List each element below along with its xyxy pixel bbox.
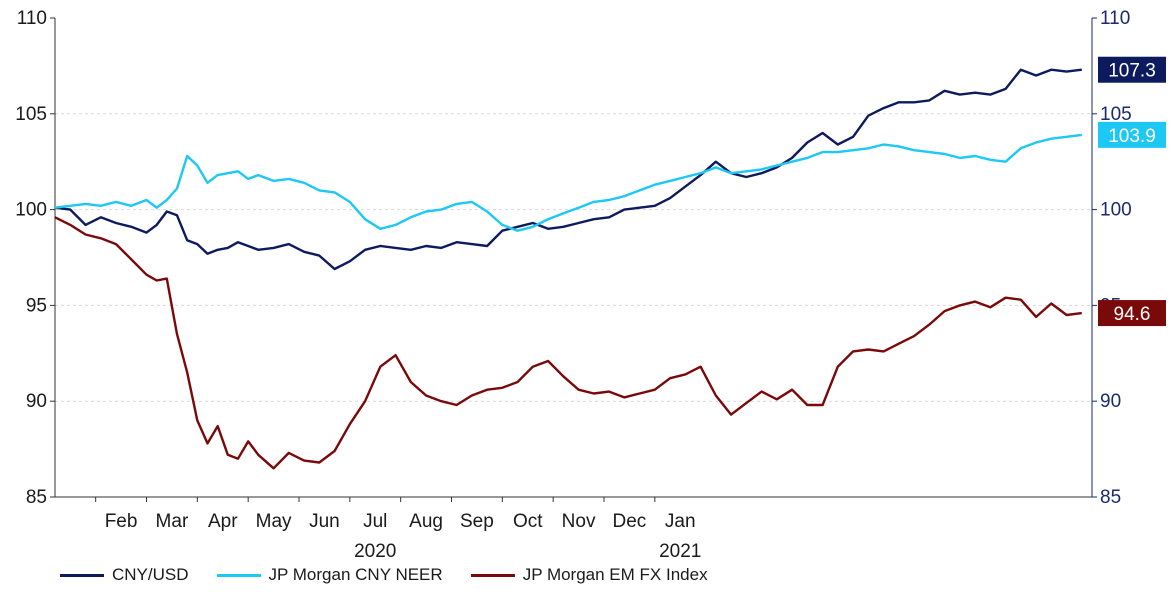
legend-item: JP Morgan EM FX Index bbox=[470, 565, 708, 585]
legend-swatch bbox=[60, 573, 104, 577]
legend-label: JP Morgan CNY NEER bbox=[268, 565, 443, 584]
x-tick-label: Mar bbox=[156, 511, 189, 532]
x-tick-label: Apr bbox=[208, 511, 238, 532]
legend-swatch bbox=[216, 573, 261, 577]
x-tick-label: Jun bbox=[309, 511, 340, 532]
x-tick-label: Jan bbox=[665, 511, 696, 532]
end-label-text: 107.3 bbox=[1108, 61, 1156, 82]
legend-swatch bbox=[470, 573, 515, 577]
left-tick-label: 95 bbox=[26, 295, 47, 316]
end-label-text: 94.6 bbox=[1114, 304, 1151, 325]
x-tick-label: Oct bbox=[513, 511, 543, 532]
x-tick-label: Sep bbox=[460, 511, 494, 532]
legend-item: CNY/USD bbox=[60, 565, 189, 585]
year-label: 2021 bbox=[659, 541, 701, 562]
end-label-box bbox=[1098, 121, 1166, 148]
end-label-box bbox=[1098, 300, 1166, 327]
gridlines bbox=[55, 113, 1092, 402]
series-line-3 bbox=[54, 216, 1082, 470]
x-tick-label: Aug bbox=[409, 511, 443, 532]
left-tick-label: 90 bbox=[26, 391, 47, 412]
end-label-text: 103.9 bbox=[1108, 126, 1156, 147]
series-line-2 bbox=[54, 133, 1082, 232]
x-tick-label: Feb bbox=[105, 511, 138, 532]
legend-label: JP Morgan EM FX Index bbox=[522, 565, 708, 584]
series-line-1 bbox=[54, 68, 1082, 271]
left-tick-label: 100 bbox=[15, 200, 47, 221]
right-tick-label: 100 bbox=[1100, 200, 1132, 221]
legend-item: JP Morgan CNY NEER bbox=[216, 565, 443, 585]
x-tick-label: Dec bbox=[613, 511, 647, 532]
end-label-box bbox=[1098, 56, 1166, 83]
x-tick-label: May bbox=[256, 511, 292, 532]
series-lines bbox=[54, 68, 1082, 470]
legend: CNY/USD JP Morgan CNY NEER JP Morgan EM FX… bbox=[60, 565, 708, 585]
right-tick-label: 85 bbox=[1100, 487, 1121, 508]
left-tick-label: 110 bbox=[17, 8, 47, 29]
left-tick-label: 85 bbox=[26, 487, 47, 508]
right-tick-label: 105 bbox=[1100, 104, 1132, 125]
legend-label: CNY/USD bbox=[112, 565, 189, 584]
x-ticks: Feb Mar Apr May Jun Jul Aug Sep Oct Nov Dec Jan 2020… bbox=[95, 497, 701, 562]
right-tick-label: 110 bbox=[1100, 8, 1130, 29]
end-labels: 107.3 103.9 94.6 bbox=[1098, 56, 1166, 327]
left-tick-label: 105 bbox=[15, 104, 47, 125]
axes bbox=[54, 18, 1093, 498]
left-y-ticks: 85 90 95 100 105 110 bbox=[15, 8, 55, 508]
x-tick-label: Nov bbox=[562, 511, 596, 532]
year-label: 2020 bbox=[354, 541, 396, 562]
right-tick-label: 90 bbox=[1100, 391, 1121, 412]
x-tick-label: Jul bbox=[363, 511, 387, 532]
